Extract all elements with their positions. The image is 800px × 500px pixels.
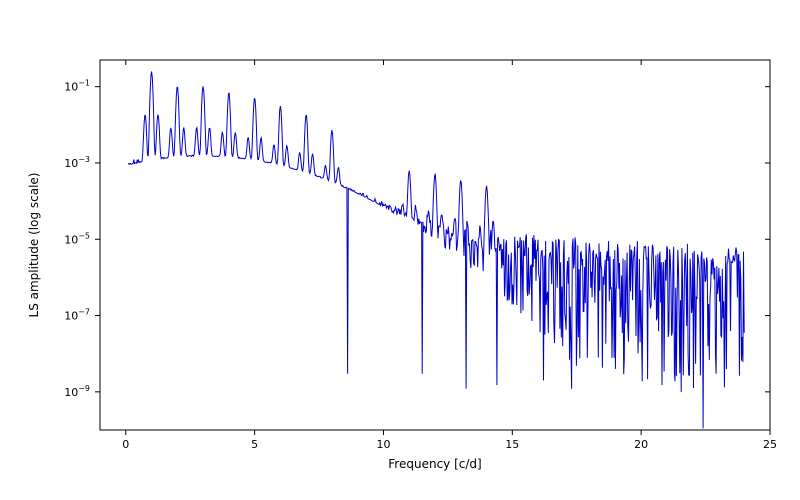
chart-svg: 0 5 10 15 20 25 Frequency [c/d] 10−9 10−7 10−5 10−… bbox=[0, 0, 800, 500]
y-tick-label: 10−5 bbox=[64, 231, 90, 246]
x-tick-label: 25 bbox=[763, 438, 777, 451]
y-tick-label: 10−1 bbox=[64, 79, 90, 94]
y-tick-label: 10−7 bbox=[64, 308, 90, 323]
y-tick-label: 10−9 bbox=[64, 384, 90, 399]
x-tick-label: 0 bbox=[122, 438, 129, 451]
x-tick-label: 5 bbox=[251, 438, 258, 451]
y-tick-label: 10−3 bbox=[64, 155, 90, 170]
x-tick-label: 15 bbox=[505, 438, 519, 451]
plot-frame bbox=[100, 60, 770, 430]
x-tick-label: 20 bbox=[634, 438, 648, 451]
periodogram-chart: 0 5 10 15 20 25 Frequency [c/d] 10−9 10−7 10−5 10−… bbox=[0, 0, 800, 500]
x-tick-label: 10 bbox=[376, 438, 390, 451]
y-axis-label: LS amplitude (log scale) bbox=[27, 173, 41, 318]
spectrum-line bbox=[128, 72, 744, 429]
x-axis-label: Frequency [c/d] bbox=[388, 457, 481, 471]
